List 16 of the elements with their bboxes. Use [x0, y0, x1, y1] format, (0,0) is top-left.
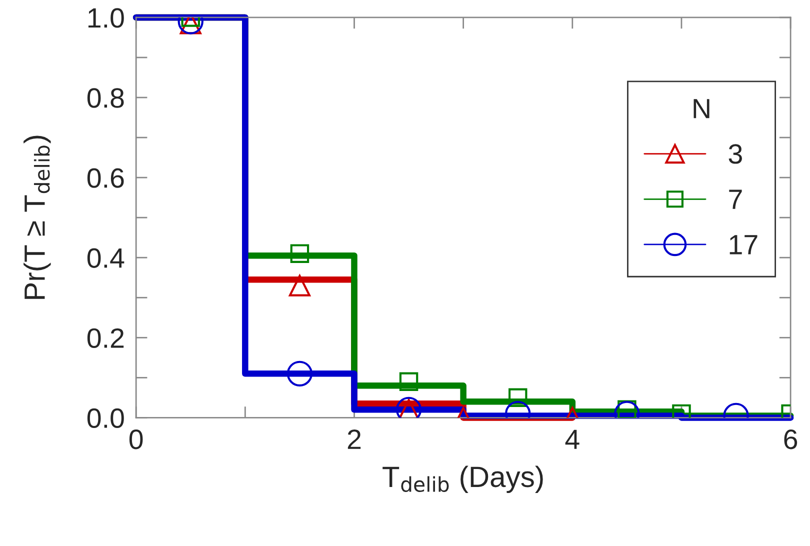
y-tick-label: 0.4	[87, 248, 124, 268]
y-axis-title: Pr(T ≥ T$_{delib}$)	[24, 136, 51, 299]
legend-label: 17	[730, 235, 758, 254]
legend-label: 7	[729, 190, 742, 209]
y-tick-label: 0.2	[87, 328, 124, 348]
y-tick-label: 0.6	[87, 168, 124, 188]
legend-title: N	[694, 99, 710, 118]
y-tick-label: 0.0	[87, 408, 124, 428]
y-tick-label: 0.8	[87, 88, 124, 108]
legend-label: 3	[728, 144, 742, 164]
x-tick-label: 0	[129, 430, 143, 450]
x-tick-label: 6	[784, 430, 798, 450]
x-tick-label: 2	[348, 430, 361, 449]
x-axis-title: T$_{delib}$ (Days)	[382, 466, 543, 493]
x-tick-label: 4	[565, 430, 580, 449]
y-tick-label: 1.0	[88, 8, 124, 28]
